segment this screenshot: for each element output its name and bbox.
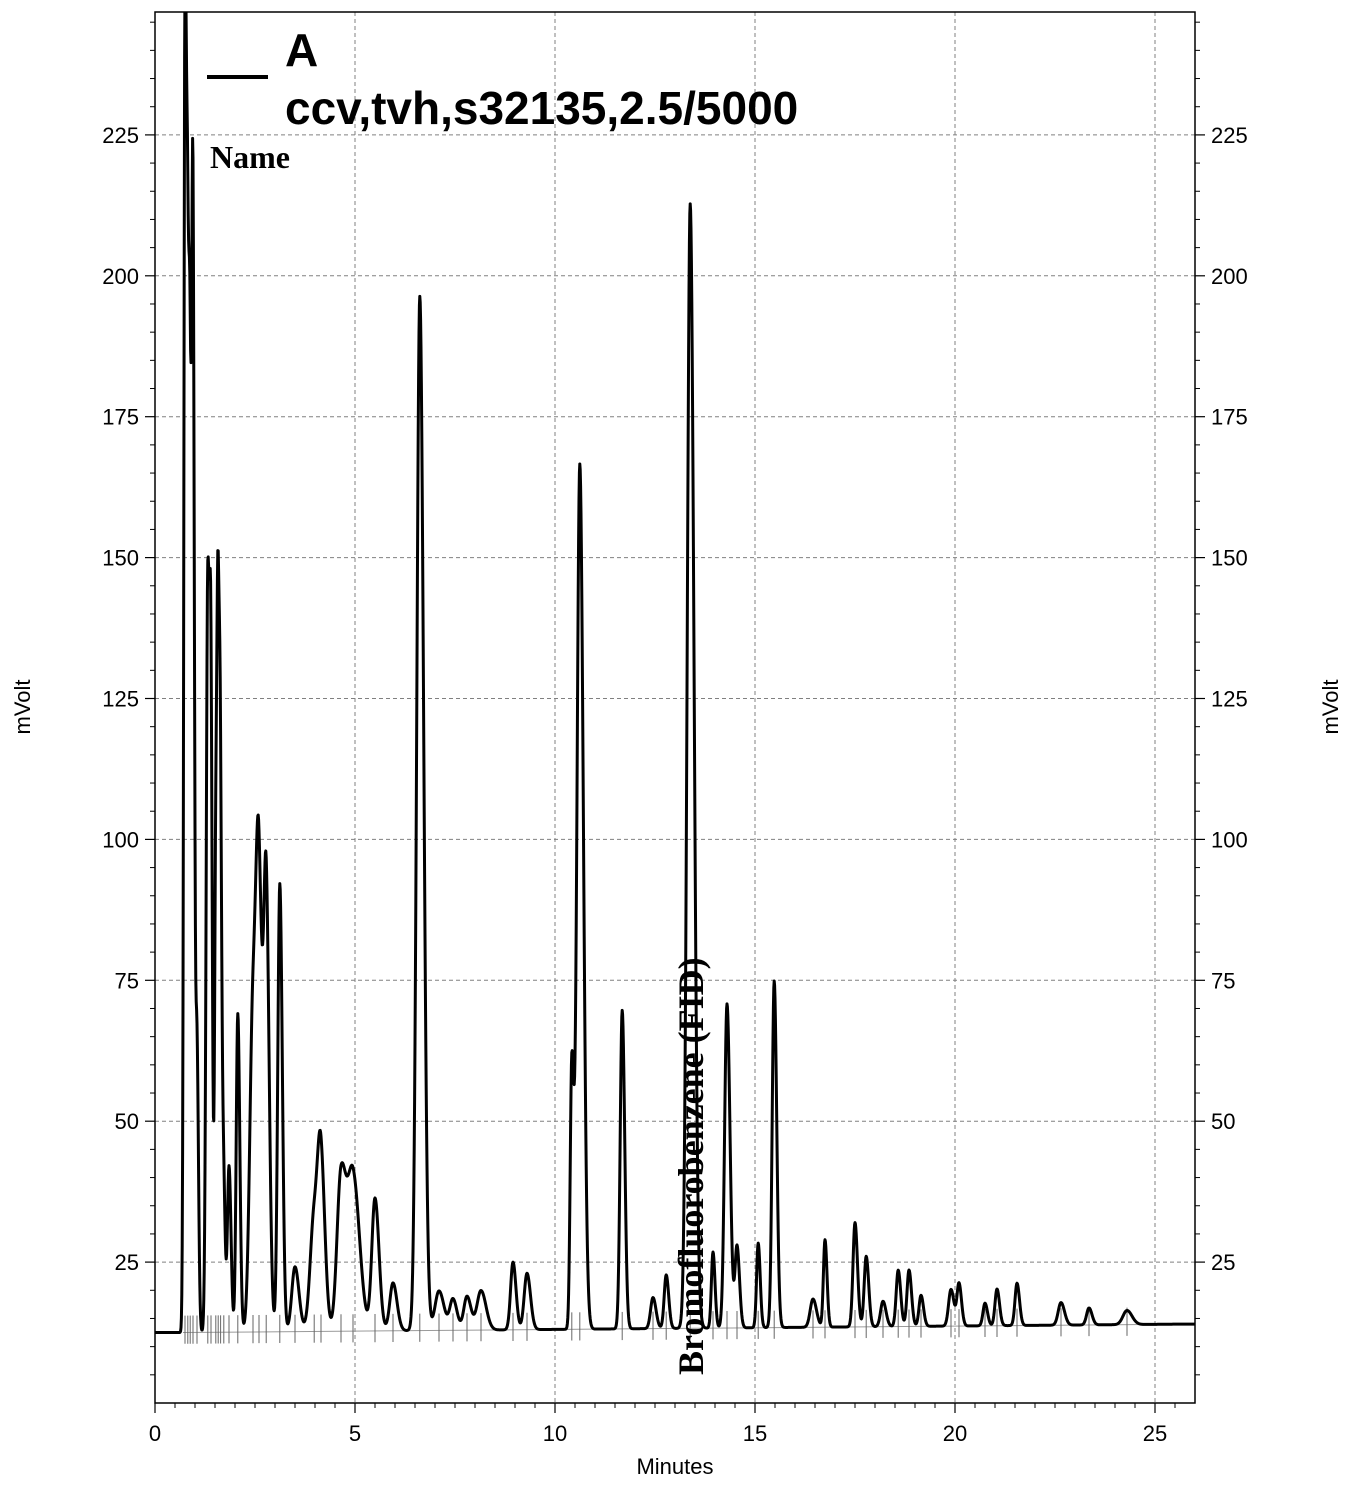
y-tick-label-left: 50: [115, 1109, 139, 1134]
y-tick-label-left: 25: [115, 1250, 139, 1275]
x-axis-title: Minutes: [636, 1454, 713, 1479]
y-tick-label-right: 150: [1211, 546, 1248, 571]
x-tick-label: 25: [1143, 1421, 1167, 1446]
x-tick-label: 5: [349, 1421, 361, 1446]
x-tick-label: 10: [543, 1421, 567, 1446]
y-tick-label-left: 100: [102, 827, 139, 852]
y-axis-title-left: mVolt: [10, 679, 35, 734]
y-tick-label-left: 175: [102, 405, 139, 430]
trace-layer: [155, 12, 1195, 1344]
x-tick-label: 0: [149, 1421, 161, 1446]
legend-letter: A: [285, 24, 318, 76]
y-tick-label-right: 25: [1211, 1250, 1235, 1275]
y-tick-label-right: 175: [1211, 405, 1248, 430]
axis-ticks: [145, 21, 1205, 1413]
y-tick-label-left: 200: [102, 264, 139, 289]
y-tick-label-left: 150: [102, 546, 139, 571]
y-tick-label-right: 200: [1211, 264, 1248, 289]
y-tick-label-left: 75: [115, 968, 139, 993]
peak-annotation: Bromofluorobenzene (FID): [671, 957, 711, 1375]
plot-frame: [154, 11, 1196, 1404]
y-tick-label-left: 125: [102, 687, 139, 712]
legend: A ccv,tvh,s32135,2.5/5000 Name: [207, 24, 798, 175]
y-tick-label-right: 50: [1211, 1109, 1235, 1134]
legend-description: ccv,tvh,s32135,2.5/5000: [285, 82, 798, 134]
x-tick-label: 15: [743, 1421, 767, 1446]
y-tick-label-right: 225: [1211, 123, 1248, 148]
y-axis-title-right: mVolt: [1318, 679, 1343, 734]
y-tick-label-right: 125: [1211, 687, 1248, 712]
grid-lines: [155, 12, 1195, 1403]
y-tick-label-left: 225: [102, 123, 139, 148]
chromatogram-trace: [155, 12, 1195, 1335]
x-tick-label: 20: [943, 1421, 967, 1446]
y-tick-label-right: 75: [1211, 968, 1235, 993]
name-header: Name: [210, 139, 290, 175]
y-tick-label-right: 100: [1211, 827, 1248, 852]
